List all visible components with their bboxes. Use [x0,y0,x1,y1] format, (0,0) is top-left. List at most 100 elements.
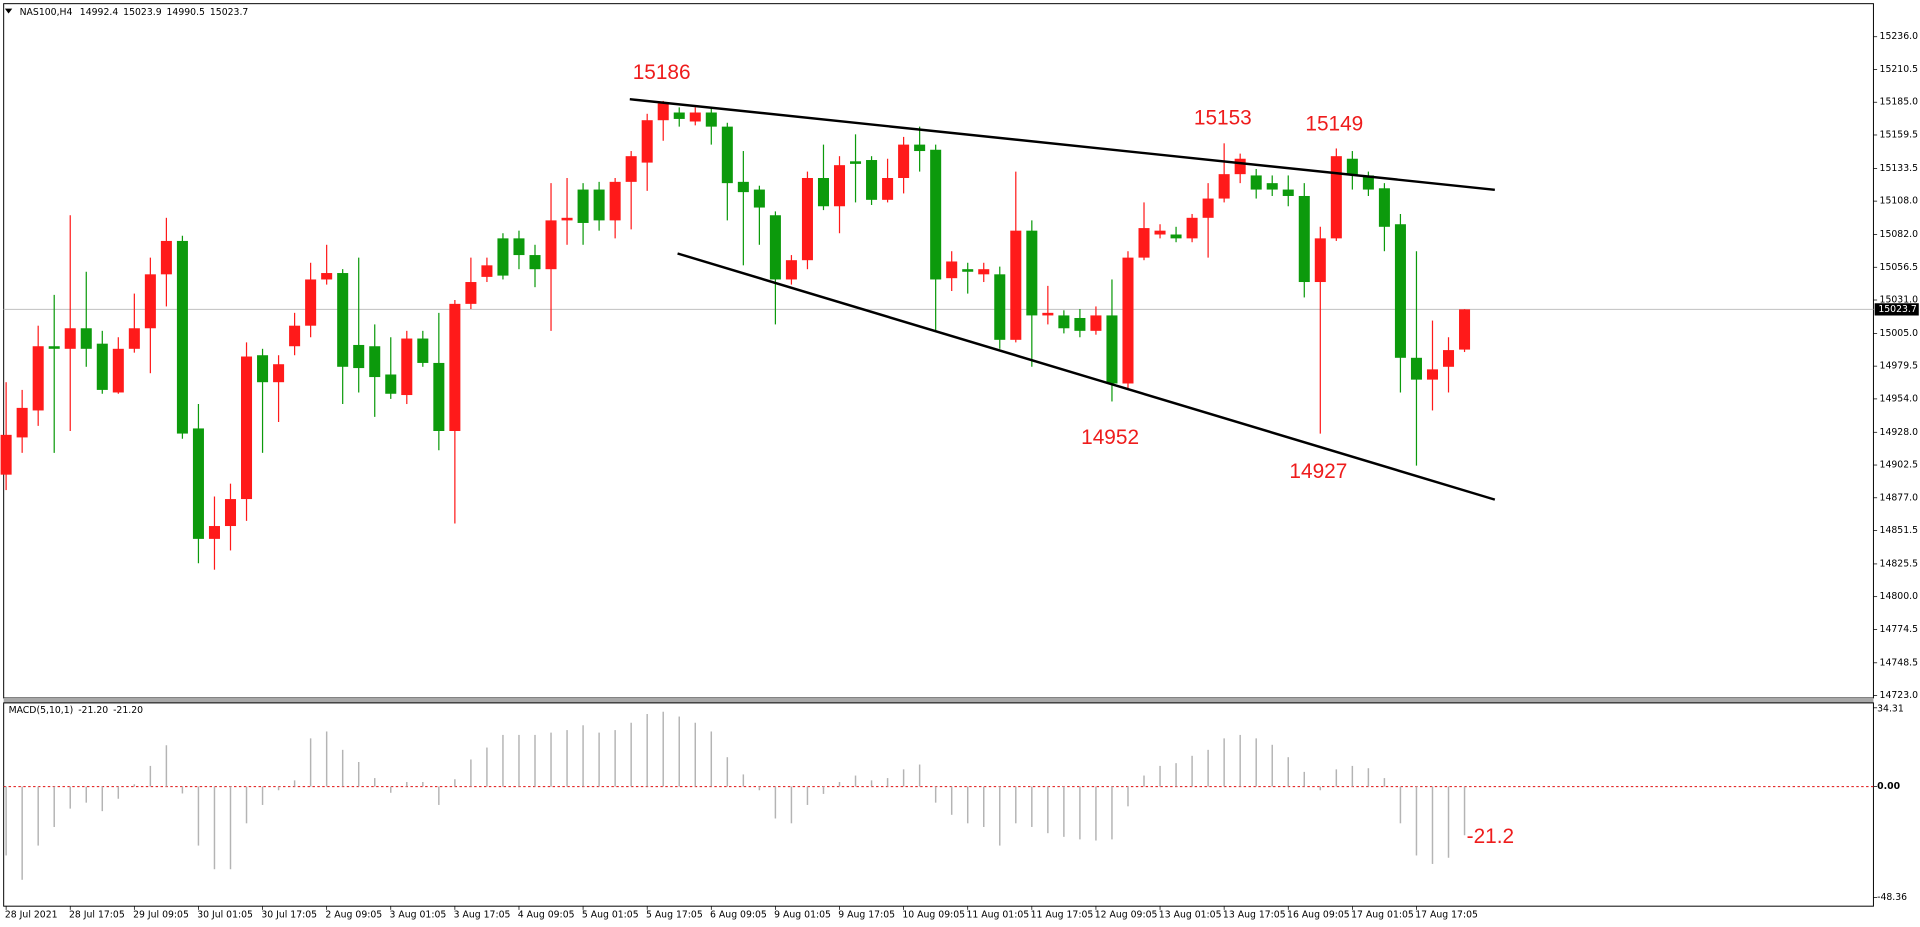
y-tick-label: 14825.5 [1880,558,1919,569]
y2-tick-label: 0.00 [1877,781,1900,792]
candle-body [1250,175,1262,190]
candle-body [1058,315,1070,329]
x-tick-label: 11 Aug 01:05 [966,909,1029,920]
x-tick-label: 10 Aug 09:05 [902,909,965,920]
candle-body [1106,315,1118,384]
candle-body [1154,230,1166,235]
candle-body [1298,195,1310,283]
candle-body [32,346,44,411]
candle-body [449,303,461,432]
candle-body [1426,369,1439,380]
x-tick-label: 3 Aug 01:05 [390,909,447,920]
candle-body [1266,183,1278,190]
candle-body [673,112,685,119]
y-tick-label: 14979.5 [1880,361,1919,372]
candle-body [737,181,749,193]
x-tick-label: 11 Aug 17:05 [1031,909,1094,920]
candle-body [80,328,92,349]
candle-body [593,189,605,221]
candle-body [625,156,637,182]
candle-body [1410,357,1422,380]
x-tick-label: 4 Aug 09:05 [518,909,575,920]
x-tick-label: 13 Aug 17:05 [1223,909,1286,920]
candle-body [1186,217,1198,239]
candle-body [144,274,156,329]
candle-body [753,189,765,208]
x-tick-label: 30 Jul 01:05 [197,909,253,920]
macd-title: MACD(5,10,1) -21.20 -21.20 [9,705,144,716]
resistance-trendline [629,97,1495,192]
x-tick-label: 9 Aug 01:05 [774,909,831,920]
y-tick-label: 15185.0 [1880,97,1919,108]
candle-body [545,220,557,270]
candle-body [801,178,813,261]
candle-body [1138,228,1150,258]
x-tick-label: 3 Aug 17:05 [454,909,511,920]
y-tick-label: 14902.5 [1880,460,1919,471]
candle-body [657,103,669,121]
y-tick-label: 14723.0 [1880,690,1919,701]
candle-body [1282,189,1294,196]
candle-body [721,126,733,184]
candle-body [273,364,285,383]
y-tick-label: 15005.0 [1880,328,1919,339]
candle-body [769,215,781,280]
x-tick-label: 2 Aug 09:05 [325,909,382,920]
ohlc-close: 15023.7 [210,7,249,18]
y-tick-label: 14800.0 [1880,591,1919,602]
annotation: -21.2 [1467,825,1514,848]
candle-body [641,120,653,163]
candle-body [1170,234,1182,239]
candle-body [497,238,509,276]
candle-body [160,240,172,275]
x-tick-label: 12 Aug 09:05 [1095,909,1158,920]
x-tick-label: 28 Jul 2021 [5,909,58,920]
candle-body [305,279,317,326]
candle-body [16,407,28,438]
candle-body [321,273,333,280]
x-tick-label: 28 Jul 17:05 [69,909,125,920]
y-tick-label: 15082.0 [1880,229,1919,240]
x-tick-label: 16 Aug 09:05 [1287,909,1350,920]
candle-body [994,274,1006,340]
candle-body [1314,238,1326,283]
candle-body [898,144,910,179]
candle-body [705,112,717,127]
annotation: 14927 [1289,460,1347,483]
candle-body [1346,158,1358,176]
candle-body [208,526,220,539]
candle-body [64,328,76,349]
support-trendline [677,252,1496,501]
candle-body [337,273,349,367]
y-tick-label: 15133.5 [1880,163,1919,174]
candle-body [0,434,12,475]
candle-body [1362,175,1374,190]
candle-body [817,178,829,207]
candle-body [577,189,589,223]
y-tick-label: 15108.0 [1880,196,1919,207]
x-tick-label: 17 Aug 17:05 [1415,909,1478,920]
candle-body [96,343,108,390]
plot-layer: 15236.0 15210.5 15185.0 15159.5 15133.5 15108… [0,31,1919,920]
x-tick-label: 13 Aug 01:05 [1159,909,1222,920]
candle-body [930,149,942,280]
candle-body [609,181,621,221]
chart-title: NAS100,H4 14992.4 15023.9 14990.5 15023.7 [20,7,249,18]
x-tick-label: 5 Aug 17:05 [646,909,703,920]
y-tick-label: 14748.5 [1880,657,1919,668]
annotation: 15153 [1194,106,1252,129]
macd-signal: -21.20 [113,705,143,716]
candle-body [914,144,926,152]
menu-arrow [4,8,13,14]
y2-tick-label: -48.36 [1877,892,1907,903]
ohlc-open: 14992.4 [80,7,119,18]
candle-body [1202,198,1214,218]
symbol: NAS100,H4 [20,7,73,18]
candle-body [1218,174,1230,199]
candle-body [866,160,878,200]
candle-body [112,348,124,393]
y-tick-label: 14851.5 [1880,525,1919,536]
candle-body [1074,317,1086,331]
candle-body [1330,156,1342,239]
